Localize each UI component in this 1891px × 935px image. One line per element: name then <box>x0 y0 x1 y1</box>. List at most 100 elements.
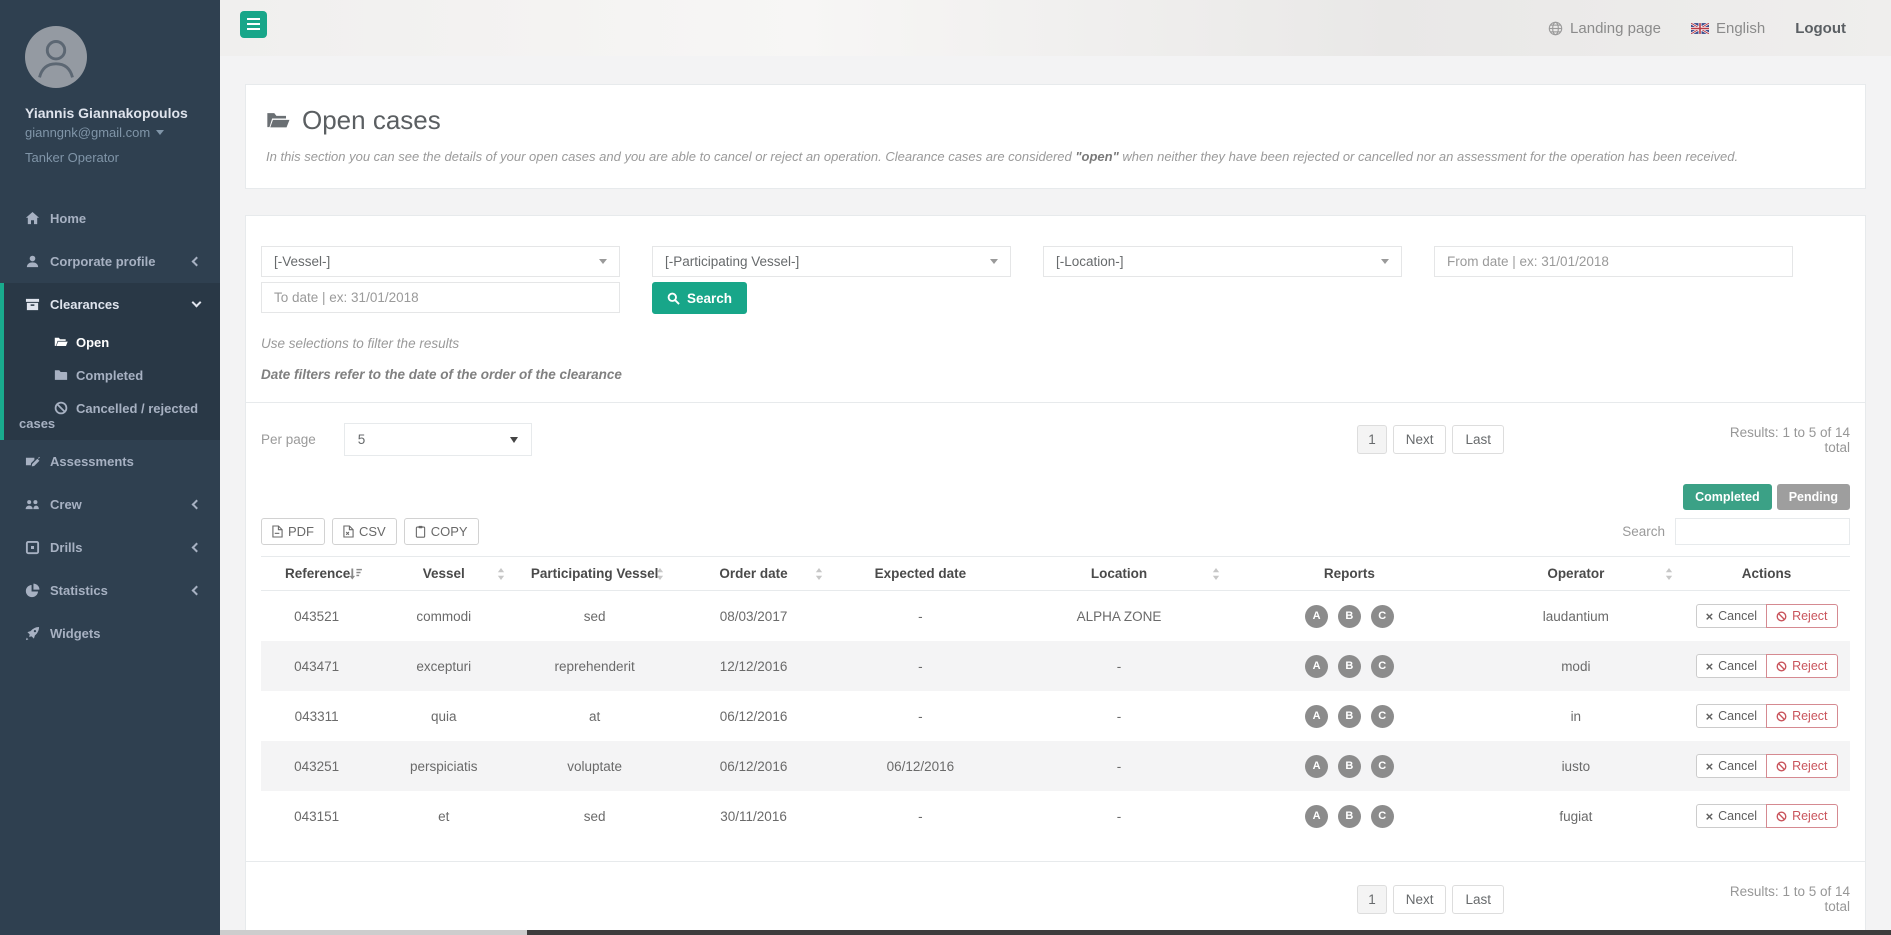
cancel-button[interactable]: × Cancel <box>1695 704 1768 728</box>
scrollbar-thumb[interactable] <box>527 930 1891 935</box>
report-c-badge[interactable]: C <box>1370 604 1394 628</box>
column-header-vessel[interactable]: Vessel <box>372 556 516 591</box>
column-header-operator[interactable]: Operator <box>1468 556 1684 591</box>
column-header-reports[interactable]: Reports <box>1230 556 1469 591</box>
sort-icon[interactable] <box>497 567 505 580</box>
report-c-badge[interactable]: C <box>1370 804 1394 828</box>
sidebar-item-open[interactable]: Open <box>4 326 220 359</box>
export-pdf-button[interactable]: PDF <box>261 518 325 545</box>
sidebar-item-crew[interactable]: Crew <box>0 483 220 526</box>
reject-button[interactable]: Reject <box>1766 754 1838 778</box>
column-header-expected-date[interactable]: Expected date <box>833 556 1008 591</box>
pending-badge: Pending <box>1776 484 1850 510</box>
cancel-button[interactable]: × Cancel <box>1695 804 1768 828</box>
filter-bar: [-Vessel-] [-Participating Vessel-] [-Lo… <box>261 246 1850 314</box>
per-page-select[interactable]: 5 <box>343 423 532 456</box>
sort-icon[interactable] <box>1212 567 1220 580</box>
folder-open-icon <box>267 113 290 128</box>
sidebar-item-cancelled-rejected[interactable]: Cancelled / rejected cases <box>4 392 220 440</box>
report-a-badge[interactable]: A <box>1305 654 1329 678</box>
report-b-badge[interactable]: B <box>1337 704 1361 728</box>
table-row: 043471 excepturi reprehenderit 12/12/201… <box>261 641 1850 691</box>
location-select[interactable]: [-Location-] <box>1043 246 1402 277</box>
report-a-badge[interactable]: A <box>1305 704 1329 728</box>
to-date-input[interactable] <box>261 282 620 313</box>
reject-button[interactable]: Reject <box>1766 654 1838 678</box>
user-name: Yiannis Giannakopoulos <box>25 105 188 121</box>
pie-chart-icon <box>25 583 40 598</box>
sort-icon[interactable] <box>815 567 823 580</box>
archive-icon <box>25 297 40 312</box>
report-b-badge[interactable]: B <box>1337 754 1361 778</box>
copy-button[interactable]: COPY <box>403 518 479 545</box>
report-c-badge[interactable]: C <box>1370 754 1394 778</box>
per-page-label: Per page <box>261 432 316 447</box>
sort-icon[interactable] <box>1665 567 1673 580</box>
horizontal-scrollbar[interactable] <box>220 930 1891 935</box>
sidebar-item-completed[interactable]: Completed <box>4 359 220 392</box>
reject-button[interactable]: Reject <box>1766 604 1838 628</box>
chevron-down-icon <box>191 297 202 308</box>
cell-vessel: perspiciatis <box>409 758 478 774</box>
table-header-row: Reference Vessel Participating Vessel <box>261 556 1850 591</box>
language-selector[interactable]: English <box>1690 19 1766 37</box>
report-b-badge[interactable]: B <box>1337 604 1361 628</box>
cancel-button[interactable]: × Cancel <box>1695 604 1768 628</box>
column-header-location[interactable]: Location <box>1007 556 1231 591</box>
pagination-bottom: 1 Next Last <box>1357 884 1504 914</box>
vessel-select[interactable]: [-Vessel-] <box>261 246 620 277</box>
main-area: Landing page English Logout Open cases <box>220 0 1891 935</box>
from-date-input[interactable] <box>1434 246 1793 277</box>
sidebar-item-assessments[interactable]: Assessments <box>0 440 220 483</box>
sort-desc-icon[interactable] <box>349 568 363 579</box>
column-header-reference[interactable]: Reference <box>261 556 373 591</box>
report-a-badge[interactable]: A <box>1305 604 1329 628</box>
sidebar-item-widgets[interactable]: Widgets <box>0 612 220 655</box>
cell-location: - <box>1116 758 1122 774</box>
page-1-button[interactable]: 1 <box>1357 425 1387 454</box>
sidebar-item-statistics[interactable]: Statistics <box>0 569 220 612</box>
copy-label: COPY <box>430 524 468 539</box>
last-page-button[interactable]: Last <box>1452 425 1504 454</box>
cell-reports: A B C <box>1230 691 1468 741</box>
next-page-button[interactable]: Next <box>1392 884 1447 914</box>
cell-vessel: excepturi <box>416 658 472 674</box>
avatar[interactable] <box>25 26 87 88</box>
sidebar-toggle-button[interactable] <box>240 10 267 38</box>
cancel-button[interactable]: × Cancel <box>1695 754 1768 778</box>
logout-link[interactable]: Logout <box>1795 19 1846 37</box>
chevron-down-icon <box>990 259 998 264</box>
search-button[interactable]: Search <box>652 282 748 314</box>
last-page-button[interactable]: Last <box>1452 884 1504 914</box>
cell-actions: × Cancel Reject <box>1683 741 1850 791</box>
report-a-badge[interactable]: A <box>1305 804 1329 828</box>
report-b-badge[interactable]: B <box>1337 654 1361 678</box>
sidebar-item-home[interactable]: Home <box>0 197 220 240</box>
table-search-input[interactable] <box>1675 518 1850 545</box>
report-c-badge[interactable]: C <box>1370 654 1394 678</box>
landing-page-link[interactable]: Landing page <box>1548 20 1661 37</box>
reject-button[interactable]: Reject <box>1766 704 1838 728</box>
cancel-button[interactable]: × Cancel <box>1695 654 1768 678</box>
next-page-button[interactable]: Next <box>1392 425 1447 454</box>
sidebar-item-label: Crew <box>50 497 82 512</box>
language-label: English <box>1715 19 1766 37</box>
sort-icon[interactable] <box>656 567 664 580</box>
column-header-participating-vessel[interactable]: Participating Vessel <box>515 556 675 591</box>
sidebar-item-corporate-profile[interactable]: Corporate profile <box>0 240 220 283</box>
divider <box>246 861 1865 862</box>
report-a-badge[interactable]: A <box>1305 754 1329 778</box>
cell-expected-date: - <box>918 808 923 824</box>
reject-button[interactable]: Reject <box>1766 804 1838 828</box>
column-header-order-date[interactable]: Order date <box>674 556 833 591</box>
report-b-badge[interactable]: B <box>1337 804 1361 828</box>
participating-vessel-select[interactable]: [-Participating Vessel-] <box>652 246 1011 277</box>
page-1-button[interactable]: 1 <box>1357 884 1387 914</box>
sidebar-item-drills[interactable]: Drills <box>0 526 220 569</box>
user-email-dropdown[interactable]: gianngnk@gmail.com <box>25 125 195 140</box>
report-c-badge[interactable]: C <box>1370 704 1394 728</box>
export-csv-button[interactable]: CSV <box>332 518 397 545</box>
ban-icon <box>1776 611 1787 621</box>
table-row: 043151 et sed 30/11/2016 - - A B C fugia… <box>261 791 1850 841</box>
sidebar-item-clearances[interactable]: Clearances <box>4 283 220 326</box>
